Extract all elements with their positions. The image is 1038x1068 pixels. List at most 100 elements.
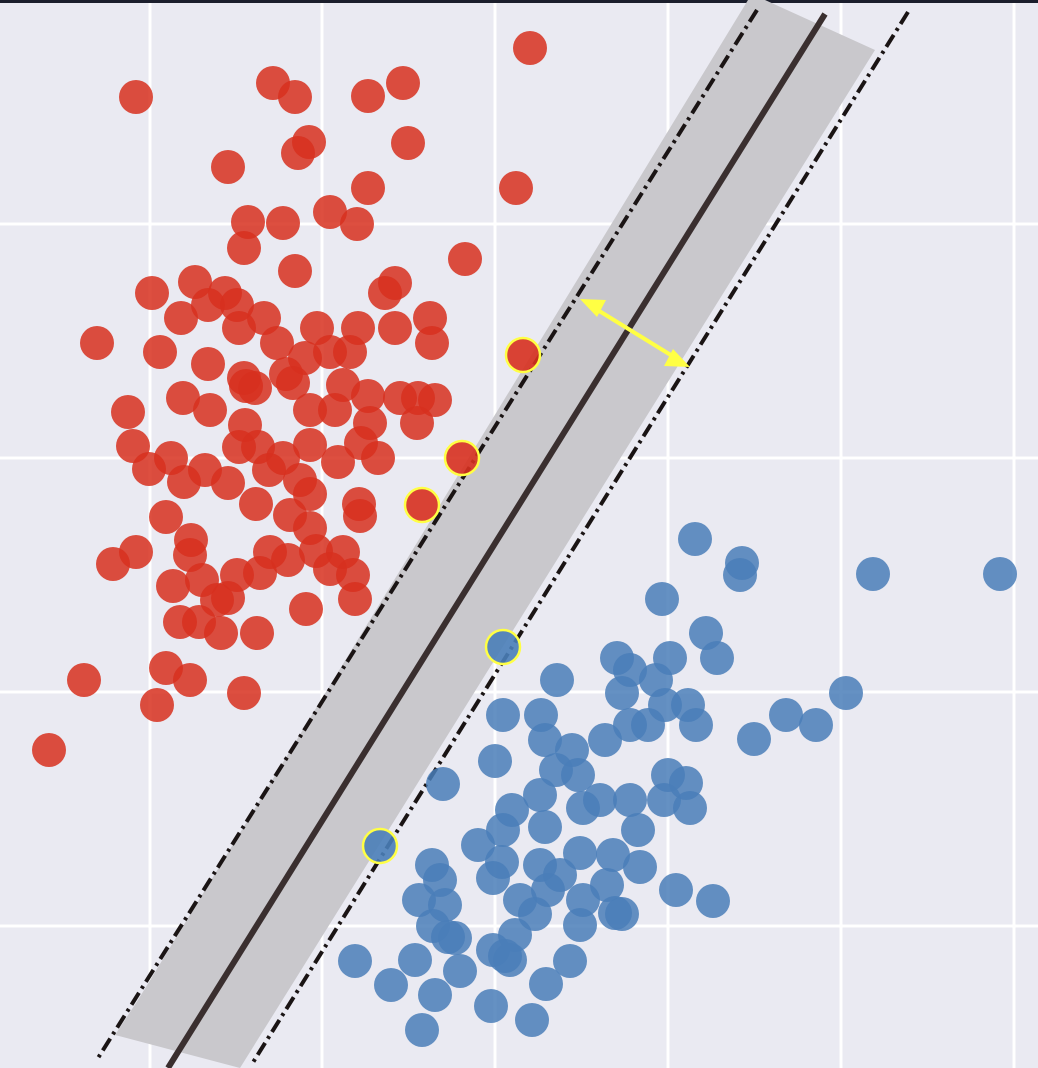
margin-arrow — [580, 299, 690, 367]
point — [135, 276, 169, 310]
point — [149, 500, 183, 534]
point — [156, 569, 190, 603]
point — [32, 733, 66, 767]
point — [631, 708, 665, 742]
point — [621, 813, 655, 847]
point — [313, 195, 347, 229]
point — [645, 582, 679, 616]
point — [222, 430, 256, 464]
point — [351, 171, 385, 205]
point — [266, 206, 300, 240]
point — [96, 547, 130, 581]
point — [333, 335, 367, 369]
point — [598, 896, 632, 930]
point — [415, 326, 449, 360]
support-vector — [361, 827, 399, 865]
point — [321, 445, 355, 479]
point — [529, 967, 563, 1001]
point — [623, 850, 657, 884]
point — [418, 978, 452, 1012]
point — [499, 171, 533, 205]
point — [119, 80, 153, 114]
point — [679, 708, 713, 742]
point — [132, 452, 166, 486]
point — [318, 393, 352, 427]
point — [229, 369, 263, 403]
point — [478, 744, 512, 778]
point — [164, 301, 198, 335]
point — [240, 616, 274, 650]
point — [474, 989, 508, 1023]
arrow-shaft — [594, 307, 676, 359]
point — [293, 428, 327, 462]
point — [659, 873, 693, 907]
point — [647, 783, 681, 817]
point — [561, 758, 595, 792]
point — [566, 883, 600, 917]
point — [193, 393, 227, 427]
point — [769, 698, 803, 732]
support-vector — [484, 628, 522, 666]
margin-area — [115, 0, 875, 1068]
point — [613, 783, 647, 817]
point — [540, 663, 574, 697]
point — [271, 543, 305, 577]
point — [278, 254, 312, 288]
point — [338, 944, 372, 978]
support-vector — [443, 439, 481, 477]
decision-boundary — [165, 12, 828, 1068]
arrow-head — [664, 349, 690, 367]
margin-line — [96, 8, 759, 1060]
point — [856, 557, 890, 591]
point — [243, 556, 277, 590]
point — [700, 641, 734, 675]
point — [191, 347, 225, 381]
point — [443, 954, 477, 988]
point — [351, 79, 385, 113]
point — [488, 939, 522, 973]
point — [227, 676, 261, 710]
margin-band — [96, 0, 910, 1068]
point — [398, 943, 432, 977]
point — [486, 813, 520, 847]
point — [476, 861, 510, 895]
point — [563, 908, 597, 942]
point — [368, 276, 402, 310]
point — [231, 205, 265, 239]
point — [276, 366, 310, 400]
point — [361, 441, 395, 475]
point — [67, 663, 101, 697]
point — [80, 326, 114, 360]
point — [386, 66, 420, 100]
point — [524, 698, 558, 732]
point — [281, 136, 315, 170]
point — [528, 810, 562, 844]
point — [983, 557, 1017, 591]
point — [723, 558, 757, 592]
point — [596, 838, 630, 872]
point — [200, 583, 234, 617]
point — [401, 381, 435, 415]
point — [293, 511, 327, 545]
point — [391, 126, 425, 160]
point — [293, 393, 327, 427]
point — [588, 723, 622, 757]
point — [400, 406, 434, 440]
point — [222, 311, 256, 345]
point — [448, 242, 482, 276]
point — [426, 767, 460, 801]
point — [191, 288, 225, 322]
point — [343, 499, 377, 533]
point — [351, 379, 385, 413]
point — [166, 381, 200, 415]
point — [402, 883, 436, 917]
point — [211, 150, 245, 184]
point — [340, 207, 374, 241]
point — [461, 828, 495, 862]
point — [583, 783, 617, 817]
point — [563, 836, 597, 870]
point — [278, 80, 312, 114]
point — [605, 676, 639, 710]
